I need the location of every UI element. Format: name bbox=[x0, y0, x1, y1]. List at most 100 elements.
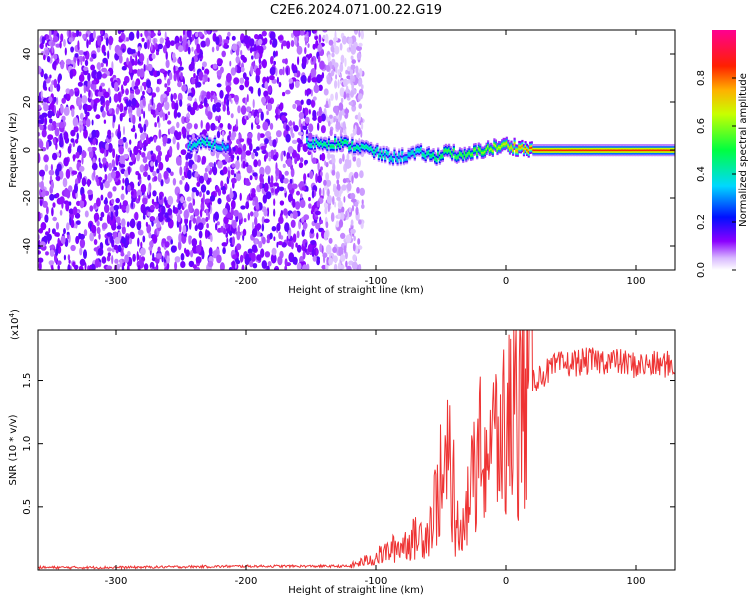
spectrogram-cell bbox=[138, 115, 142, 122]
spectrogram-cell bbox=[286, 67, 289, 76]
spectrogram-cell bbox=[158, 215, 164, 223]
spectrogram-cell bbox=[198, 104, 204, 109]
spectrogram-cell bbox=[600, 154, 604, 157]
spectrogram-cell bbox=[657, 145, 660, 148]
spectrogram-cell bbox=[586, 154, 590, 157]
spectrogram-cell bbox=[140, 241, 143, 248]
spectrogram-cell bbox=[661, 144, 664, 147]
spectrogram-cell bbox=[535, 149, 538, 152]
spectrogram-cell bbox=[474, 151, 477, 154]
spectrogram-cell bbox=[415, 153, 418, 156]
spectrogram-cell bbox=[668, 147, 671, 150]
spectrogram-cell bbox=[493, 145, 496, 148]
spectrogram-cell bbox=[380, 155, 384, 158]
spectrogram-cell bbox=[231, 260, 236, 269]
spectrogram-cell bbox=[59, 209, 63, 216]
spectrogram-cell bbox=[82, 119, 86, 125]
spectrogram-cell bbox=[352, 144, 356, 147]
spectrogram-cell bbox=[497, 149, 501, 152]
spectrogram-cell bbox=[613, 154, 616, 157]
spectrogram-cell bbox=[599, 147, 602, 150]
spectrogram-cell bbox=[64, 47, 67, 56]
spectrogram-cell bbox=[150, 108, 156, 115]
spectrogram-cell bbox=[165, 51, 168, 60]
spectrogram-cell bbox=[385, 146, 388, 149]
spectrogram-cell bbox=[487, 150, 490, 153]
spectrogram-cell bbox=[657, 147, 660, 150]
spectrogram-cell bbox=[519, 142, 522, 145]
spectrogram-cell bbox=[560, 145, 563, 148]
spectrogram-cell bbox=[463, 156, 466, 160]
spectrogram-cell bbox=[40, 222, 47, 231]
spectrogram-cell bbox=[356, 150, 359, 153]
spectrogram-cell bbox=[649, 147, 652, 150]
spectrogram-cell bbox=[177, 73, 180, 83]
spectrogram-cell bbox=[593, 144, 596, 147]
spectrogram-cell bbox=[167, 111, 171, 116]
spectrogram-cell bbox=[430, 152, 434, 156]
spectrogram-cell bbox=[368, 151, 371, 154]
spectrogram-cell bbox=[191, 187, 198, 193]
spectrogram-cell bbox=[178, 45, 184, 53]
spectrogram-cell bbox=[121, 266, 125, 270]
spectrogram-cell bbox=[127, 47, 132, 55]
spectrogram-cell bbox=[218, 151, 221, 154]
spectrogram-cell bbox=[210, 122, 216, 131]
spectrogram-cell bbox=[283, 150, 286, 157]
spectrogram-cell bbox=[371, 151, 374, 154]
spectrogram-cell bbox=[196, 136, 200, 139]
spectrogram-cell bbox=[568, 150, 571, 153]
spectrogram-cell bbox=[237, 225, 240, 233]
spectrogram-cell bbox=[574, 147, 577, 150]
spectrogram-cell bbox=[427, 154, 430, 157]
spectrogram-cell bbox=[585, 144, 588, 147]
spectrogram-cell bbox=[51, 265, 54, 270]
spectrogram-cell bbox=[141, 37, 145, 42]
spectrogram-cell bbox=[93, 169, 96, 178]
spectrogram-cell bbox=[396, 157, 399, 160]
spectrogram-cell bbox=[324, 206, 328, 215]
spectrogram-cell bbox=[290, 167, 295, 178]
spectrogram-cell bbox=[38, 211, 42, 222]
spectrogram-cell bbox=[572, 150, 575, 153]
spectrogram-cell bbox=[457, 155, 460, 158]
spectrogram-cell bbox=[221, 144, 224, 147]
spectrogram-cell bbox=[96, 197, 101, 207]
spectrogram-cell bbox=[602, 154, 605, 157]
spectrogram-cell bbox=[580, 144, 583, 147]
spectrogram-cell bbox=[543, 154, 546, 157]
spectrogram-cell bbox=[187, 169, 192, 180]
spectrogram-cell bbox=[259, 182, 263, 190]
spectrogram-cell bbox=[551, 152, 554, 155]
spectrogram-cell bbox=[538, 154, 541, 157]
spectrogram-cell bbox=[366, 141, 370, 144]
spectrogram-cell bbox=[341, 137, 345, 140]
spectrogram-cell bbox=[418, 146, 421, 149]
spectrogram-cell bbox=[432, 148, 435, 151]
spectrogram-cell bbox=[206, 223, 209, 229]
spectrogram-cell bbox=[345, 260, 348, 268]
spectrogram-cell bbox=[145, 221, 148, 227]
spectrogram-cell bbox=[55, 43, 61, 48]
spectrogram-cell bbox=[632, 149, 635, 152]
spectrogram-cell bbox=[401, 153, 404, 156]
spectrogram-cell bbox=[239, 192, 242, 201]
spectrogram-cell bbox=[113, 204, 120, 211]
spectrogram-cell bbox=[219, 123, 224, 128]
spectrogram-cell bbox=[434, 155, 437, 158]
spectrogram-cell bbox=[409, 151, 412, 154]
spectrogram-cell bbox=[204, 137, 207, 140]
spectrogram-cell bbox=[123, 170, 129, 177]
spectrogram-cell bbox=[277, 241, 283, 246]
spectrogram-cell bbox=[530, 144, 533, 147]
spectrogram-cell bbox=[393, 155, 396, 158]
spectrogram-cell bbox=[307, 141, 310, 144]
spectrogram-cell bbox=[555, 154, 558, 157]
spectrogram-cell bbox=[334, 133, 337, 137]
spectrogram-cell bbox=[150, 32, 156, 37]
spectrogram-cell bbox=[430, 154, 434, 157]
spectrogram-cell bbox=[331, 150, 334, 153]
spectrogram-cell bbox=[176, 156, 182, 166]
spectrogram-cell bbox=[451, 159, 454, 162]
spectrogram-cell bbox=[365, 141, 368, 144]
